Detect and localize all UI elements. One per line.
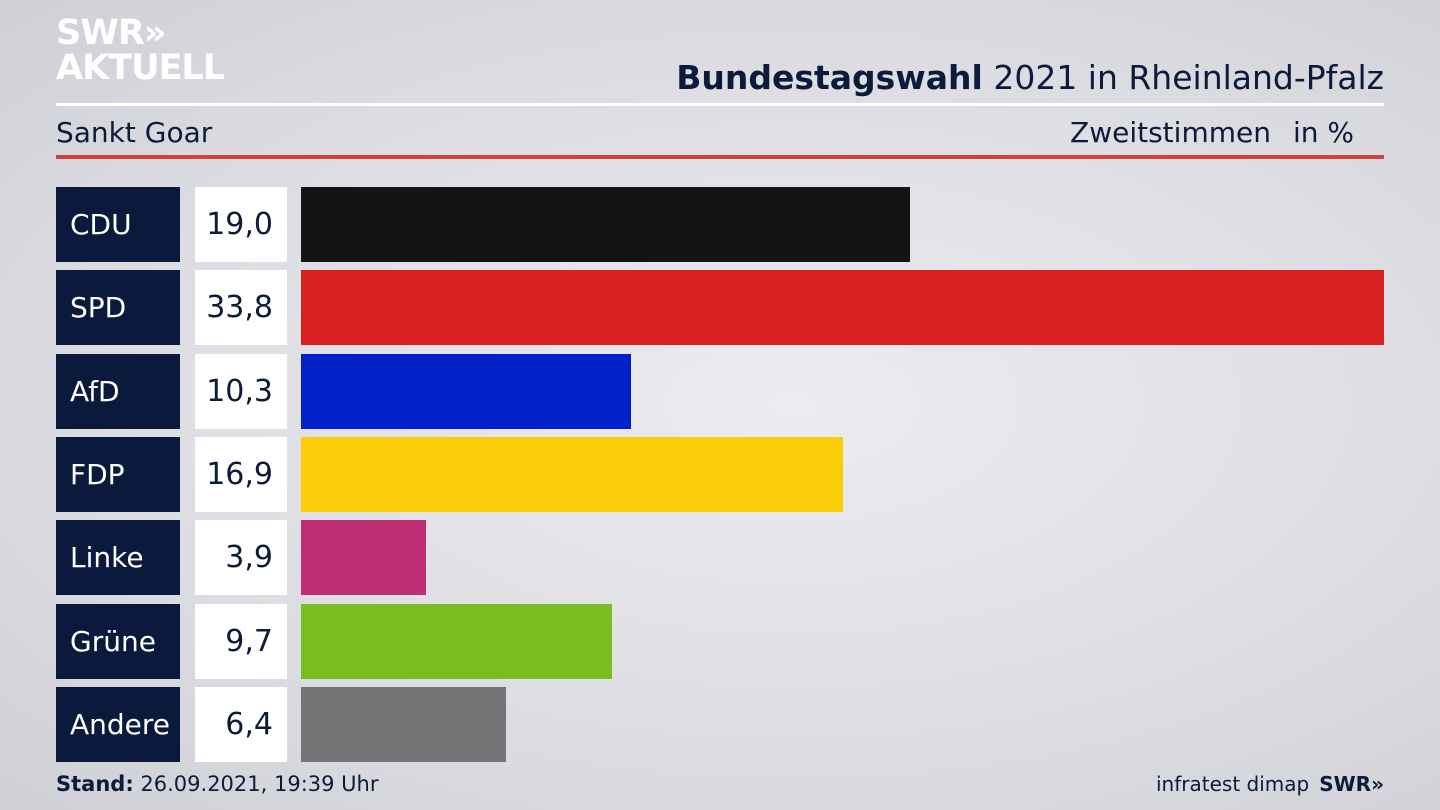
value-label: 10,3 — [195, 353, 287, 429]
chart-title: Bundestagswahl 2021 in Rheinland-Pfalz — [676, 58, 1384, 97]
party-label: Linke — [56, 520, 180, 596]
value-label: 16,9 — [195, 436, 287, 512]
bar-row: FDP 16,9 — [56, 436, 1384, 512]
party-label: AfD — [56, 353, 180, 429]
bar — [301, 520, 426, 596]
bar — [301, 436, 843, 512]
value-label: 33,8 — [195, 270, 287, 346]
bar — [301, 353, 631, 429]
bar-row: Linke 3,9 — [56, 520, 1384, 596]
bar — [301, 686, 506, 762]
source-name: infratest dimap — [1156, 772, 1310, 796]
logo-line-2: AKTUELL — [56, 48, 225, 88]
logo-line-1: SWR» — [56, 13, 166, 53]
timestamp: Stand: 26.09.2021, 19:39 Uhr — [56, 772, 379, 796]
region-subtitle: Sankt Goar — [56, 116, 213, 149]
value-label: 9,7 — [195, 603, 287, 679]
metric-name: Zweitstimmen — [1070, 116, 1271, 149]
header-divider — [56, 103, 1384, 106]
title-bold: Bundestagswahl — [676, 58, 983, 97]
title-rest: 2021 in Rheinland-Pfalz — [982, 58, 1384, 97]
bar-row: SPD 33,8 — [56, 270, 1384, 346]
stand-label: Stand: — [56, 772, 134, 796]
metric-unit: in % — [1292, 116, 1354, 149]
party-label: CDU — [56, 187, 180, 262]
party-label: FDP — [56, 436, 180, 512]
bar — [301, 603, 612, 679]
value-label: 6,4 — [195, 686, 287, 762]
party-label: Andere — [56, 686, 180, 762]
bar-row: Andere 6,4 — [56, 686, 1384, 762]
stand-value: 26.09.2021, 19:39 Uhr — [133, 772, 379, 796]
source-credit: infratest dimap SWR» — [1156, 772, 1384, 796]
accent-divider — [56, 155, 1384, 159]
swr-aktuell-logo: SWR» AKTUELL — [56, 16, 226, 92]
metric-label: Zweitstimmen in % — [1070, 116, 1354, 149]
swr-footer-logo: SWR» — [1319, 772, 1384, 796]
bar-row: Grüne 9,7 — [56, 603, 1384, 679]
bar — [301, 187, 910, 262]
bar-row: AfD 10,3 — [56, 353, 1384, 429]
bar-row: CDU 19,0 — [56, 187, 1384, 262]
bar — [301, 270, 1384, 346]
party-label: SPD — [56, 270, 180, 346]
value-label: 3,9 — [195, 520, 287, 596]
party-label: Grüne — [56, 603, 180, 679]
value-label: 19,0 — [195, 187, 287, 262]
